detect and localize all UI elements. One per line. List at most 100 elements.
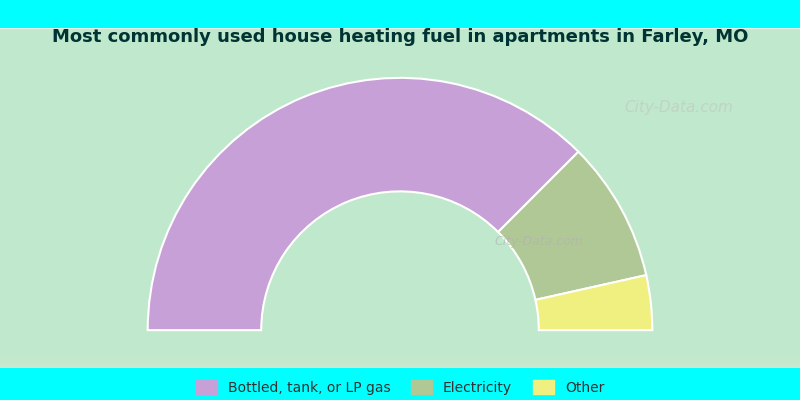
Bar [0, 30, 800, 329]
Bar [0, 30, 800, 341]
Bar [0, 29, 800, 307]
Bar [0, 29, 800, 236]
Bar [0, 29, 800, 202]
Wedge shape [498, 152, 646, 300]
Bar [0, 28, 800, 47]
Bar [0, 28, 800, 108]
Bar [0, 29, 800, 195]
Bar [0, 29, 800, 212]
Wedge shape [148, 78, 578, 330]
Bar [0, 28, 800, 118]
Bar [0, 29, 800, 266]
Bar [0, 29, 800, 248]
Bar [0, 29, 800, 285]
Bar [0, 29, 800, 170]
Bar [0, 29, 800, 183]
Bar [0, 29, 800, 234]
Bar [0, 30, 800, 338]
Bar [0, 29, 800, 239]
Bar [0, 30, 800, 332]
Bar [0, 29, 800, 176]
Bar [0, 28, 800, 136]
Bar [0, 29, 800, 251]
Bar [0, 28, 800, 54]
Bar [0, 30, 800, 321]
Bar [0, 29, 800, 224]
Bar [0, 28, 800, 88]
Bar [0, 29, 800, 180]
Bar [0, 28, 800, 79]
Bar [0, 28, 800, 90]
Bar [0, 29, 800, 261]
Bar [0, 28, 800, 134]
Bar [0, 28, 800, 86]
Bar [0, 28, 800, 113]
Bar [0, 29, 800, 222]
Bar [0, 29, 800, 151]
Bar [0, 29, 800, 166]
Legend: Bottled, tank, or LP gas, Electricity, Other: Bottled, tank, or LP gas, Electricity, O… [190, 374, 610, 400]
Bar [0, 30, 800, 360]
Bar [0, 29, 800, 209]
Bar [0, 28, 800, 94]
Bar [0, 29, 800, 232]
Text: City-Data.com: City-Data.com [494, 235, 583, 248]
Bar [0, 30, 800, 343]
Wedge shape [535, 275, 652, 330]
Bar [0, 28, 800, 93]
Bar [0, 29, 800, 216]
Bar [0, 29, 800, 273]
Bar [0, 29, 800, 263]
Bar [0, 28, 800, 91]
Bar [0, 29, 800, 219]
Bar [0, 30, 800, 353]
Bar [0, 30, 800, 312]
Bar [0, 28, 800, 105]
Bar [0, 30, 800, 361]
Text: Most commonly used house heating fuel in apartments in Farley, MO: Most commonly used house heating fuel in… [52, 28, 748, 46]
Bar [0, 28, 800, 101]
Bar [0, 29, 800, 295]
Bar [0, 29, 800, 188]
Bar [0, 28, 800, 67]
Bar [0, 28, 800, 127]
Bar [0, 29, 800, 265]
Bar [0, 30, 800, 322]
Bar [0, 28, 800, 112]
Bar [0, 29, 800, 171]
Bar [0, 28, 800, 60]
Bar [0, 29, 800, 210]
Bar [0, 29, 800, 278]
Bar [0, 29, 800, 294]
Bar [0, 29, 800, 249]
Bar [0, 28, 800, 117]
Bar [0, 28, 800, 48]
Bar [0, 28, 800, 142]
Bar [0, 28, 800, 30]
Bar [0, 29, 800, 241]
Bar [0, 28, 800, 32]
Bar [0, 28, 800, 146]
Bar [0, 28, 800, 98]
Bar [0, 29, 800, 260]
Bar [0, 29, 800, 305]
Bar [0, 28, 800, 55]
Bar [0, 30, 800, 310]
Bar [0, 28, 800, 40]
Bar [0, 29, 800, 300]
Bar [0, 28, 800, 147]
Bar [0, 28, 800, 100]
Bar [0, 30, 800, 317]
Bar [0, 29, 800, 185]
Bar [0, 28, 800, 132]
Bar [0, 30, 800, 336]
Bar [0, 28, 800, 43]
Bar [0, 30, 800, 358]
Bar [0, 30, 800, 334]
Bar [0, 29, 800, 227]
Bar [0, 30, 800, 339]
Bar [0, 28, 800, 62]
Bar [0, 29, 800, 186]
Bar [0, 29, 800, 190]
Bar [0, 29, 800, 253]
